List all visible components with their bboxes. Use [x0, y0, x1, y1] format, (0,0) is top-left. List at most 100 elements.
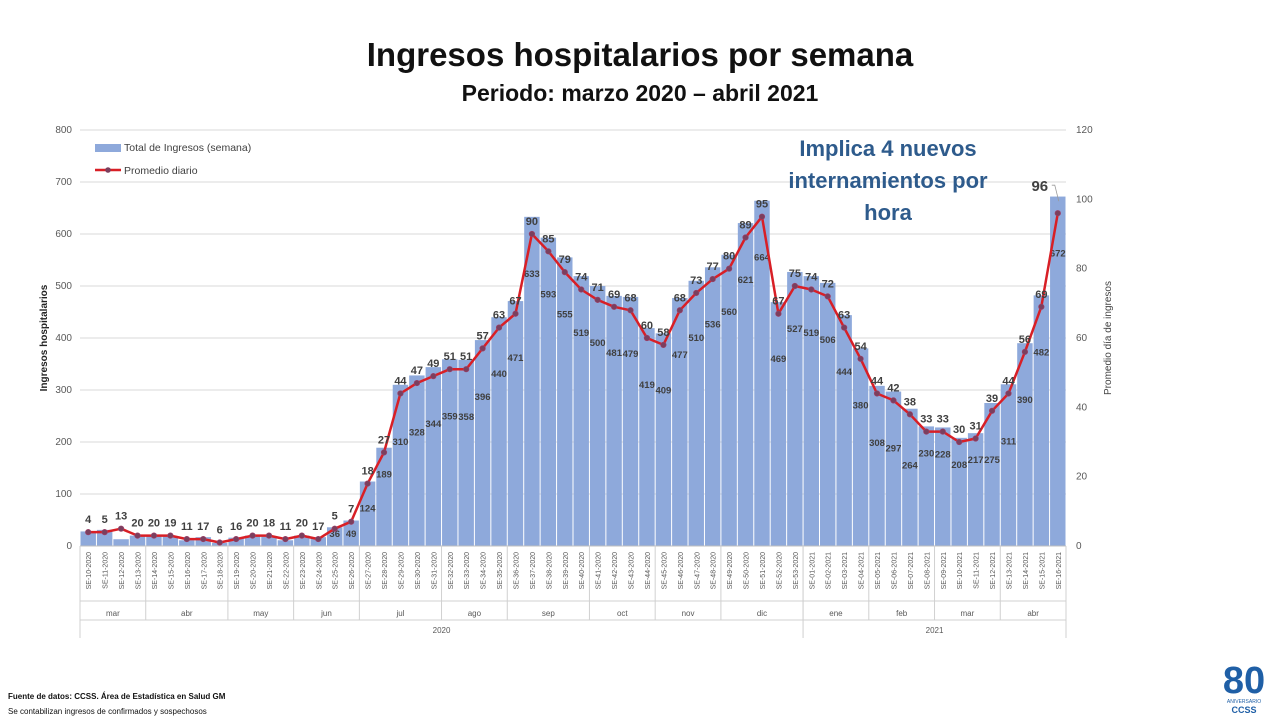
bar-value-label: 469 — [770, 354, 786, 365]
bar — [442, 359, 458, 546]
line-point — [956, 438, 963, 446]
x-tick-label: SE-09-2021 — [941, 552, 948, 589]
bar — [179, 540, 195, 546]
x-tick-label: SE-05-2021 — [875, 552, 882, 589]
x-tick-label: SE-30-2020 — [415, 552, 422, 589]
y-right-tick-label: 40 — [1076, 402, 1088, 413]
bar — [688, 280, 704, 546]
bar — [491, 317, 507, 546]
bar — [754, 200, 770, 546]
line-point — [742, 234, 749, 241]
bar — [1050, 196, 1066, 546]
y-left-tick-label: 400 — [55, 333, 72, 344]
line-value-label: 27 — [378, 434, 390, 446]
bar-value-label: 328 — [409, 427, 425, 438]
line-point — [380, 449, 388, 456]
line-value-label: 89 — [739, 219, 751, 231]
line-point — [693, 289, 700, 297]
bar — [639, 328, 655, 546]
line-point — [1038, 303, 1045, 310]
line-point — [397, 390, 404, 397]
line-value-label: 51 — [460, 351, 472, 363]
bar — [606, 295, 622, 546]
line-point — [841, 324, 848, 331]
line-value-label: 30 — [953, 424, 965, 436]
bar — [524, 216, 540, 546]
bar-value-label: 519 — [573, 328, 589, 339]
ccss-80-anniversary-logo: 80 ANIVERSARIO CCSS — [1223, 660, 1265, 715]
month-label: jul — [395, 609, 404, 618]
line-value-label: 33 — [920, 414, 932, 426]
bar — [918, 426, 935, 546]
y-left-tick-label: 100 — [55, 489, 72, 500]
line-value-label: 79 — [559, 254, 571, 266]
x-tick-label: SE-38-2020 — [546, 552, 553, 589]
line-point — [873, 390, 881, 397]
line-point — [528, 230, 536, 238]
bar — [852, 348, 869, 546]
bar-value-label: 311 — [1001, 436, 1017, 447]
bar-value-label: 527 — [787, 324, 803, 335]
logo-word: ANIVERSARIO — [1227, 699, 1261, 705]
line-point — [890, 397, 897, 404]
month-label: mar — [961, 609, 975, 618]
bar-value-label: 230 — [918, 448, 934, 459]
line-value-label: 18 — [361, 466, 373, 478]
bar-value-label: 419 — [639, 380, 655, 391]
line-value-label: 16 — [230, 521, 242, 533]
y-left-tick-label: 0 — [66, 541, 72, 552]
bar-value-label: 217 — [968, 455, 984, 466]
line-value-label: 80 — [723, 251, 735, 263]
y-right-tick-label: 80 — [1076, 264, 1088, 275]
x-tick-label: SE-50-2020 — [744, 552, 751, 589]
line-point — [348, 518, 355, 525]
line-value-label: 20 — [296, 518, 308, 530]
line-point — [643, 334, 651, 342]
bar — [935, 427, 951, 546]
x-tick-label: SE-26-2020 — [349, 552, 356, 589]
line-point — [988, 407, 996, 414]
line-value-label: 5 — [332, 511, 338, 523]
line-value-label: 95 — [756, 199, 768, 211]
x-tick-label: SE-07-2021 — [908, 552, 915, 589]
line-value-label: 44 — [394, 375, 407, 387]
bar — [96, 529, 113, 546]
bar-value-label: 390 — [1017, 395, 1033, 406]
bar — [557, 257, 573, 546]
line-value-label: 39 — [986, 393, 998, 405]
line-point — [578, 286, 585, 293]
line-value-label: 44 — [871, 375, 884, 387]
month-label: ago — [468, 609, 482, 618]
line-value-label: 75 — [789, 268, 801, 280]
line-point — [1005, 390, 1012, 397]
line-point — [150, 532, 158, 539]
x-tick-label: SE-52-2020 — [776, 552, 783, 589]
line-value-label: 67 — [772, 296, 784, 308]
bar-value-label: 358 — [458, 412, 474, 423]
line-value-label: 69 — [608, 289, 620, 301]
legend-label: Total de Ingresos (semana) — [124, 142, 251, 154]
chart-title: Ingresos hospitalarios por semana — [366, 36, 914, 73]
line-value-label: 13 — [115, 511, 127, 523]
bar — [113, 539, 129, 546]
bar-value-label: 519 — [803, 328, 819, 339]
bar — [820, 282, 836, 546]
line-value-label: 47 — [411, 365, 423, 377]
bar — [1033, 295, 1050, 546]
bar — [787, 271, 803, 546]
month-label: abr — [181, 609, 193, 618]
line-value-label: 51 — [444, 351, 456, 363]
x-tick-label: SE-45-2020 — [661, 552, 668, 589]
bar — [1000, 384, 1017, 546]
x-tick-label: SE-21-2020 — [267, 552, 274, 589]
bar-value-label: 189 — [376, 470, 392, 481]
bar-value-label: 228 — [935, 449, 951, 460]
line-point — [249, 532, 256, 539]
line-point — [660, 341, 667, 349]
line-value-label: 54 — [854, 341, 867, 353]
bar — [392, 384, 409, 546]
line-point — [791, 282, 798, 290]
month-label: feb — [896, 609, 908, 618]
line-value-label: 58 — [657, 327, 669, 339]
